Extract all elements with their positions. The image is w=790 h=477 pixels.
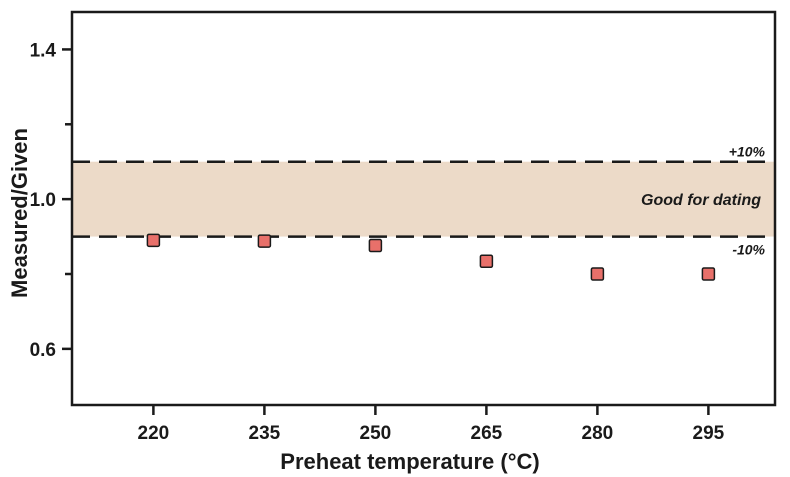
x-axis: 220 235 250 265 280 295	[138, 405, 725, 444]
x-tick-label: 250	[360, 423, 392, 444]
data-points	[146, 233, 716, 281]
x-tick-label: 280	[582, 423, 614, 444]
y-axis: 1.4 1.0 0.6	[30, 40, 72, 361]
y-tick-label: 1.4	[30, 40, 57, 61]
data-point	[368, 238, 383, 253]
y-axis-title: Measured/Given	[7, 128, 32, 298]
x-tick-label: 220	[138, 423, 170, 444]
y-tick-label: 1.0	[30, 190, 56, 211]
band-label: Good for dating	[641, 192, 761, 209]
upper-limit-label: +10%	[729, 144, 766, 160]
lower-limit-label: -10%	[732, 242, 765, 258]
data-point	[257, 234, 272, 248]
x-axis-title: Preheat temperature (°C)	[280, 449, 539, 474]
x-tick-label: 265	[471, 423, 503, 444]
data-point	[146, 233, 161, 248]
plot-frame	[70, 10, 777, 407]
data-point	[479, 254, 494, 269]
x-tick-label: 235	[249, 423, 281, 444]
x-tick-label: 295	[693, 423, 725, 444]
y-tick-label: 0.6	[30, 340, 56, 361]
data-point	[701, 267, 716, 281]
tolerance-band	[72, 161, 775, 237]
data-point	[590, 267, 605, 281]
